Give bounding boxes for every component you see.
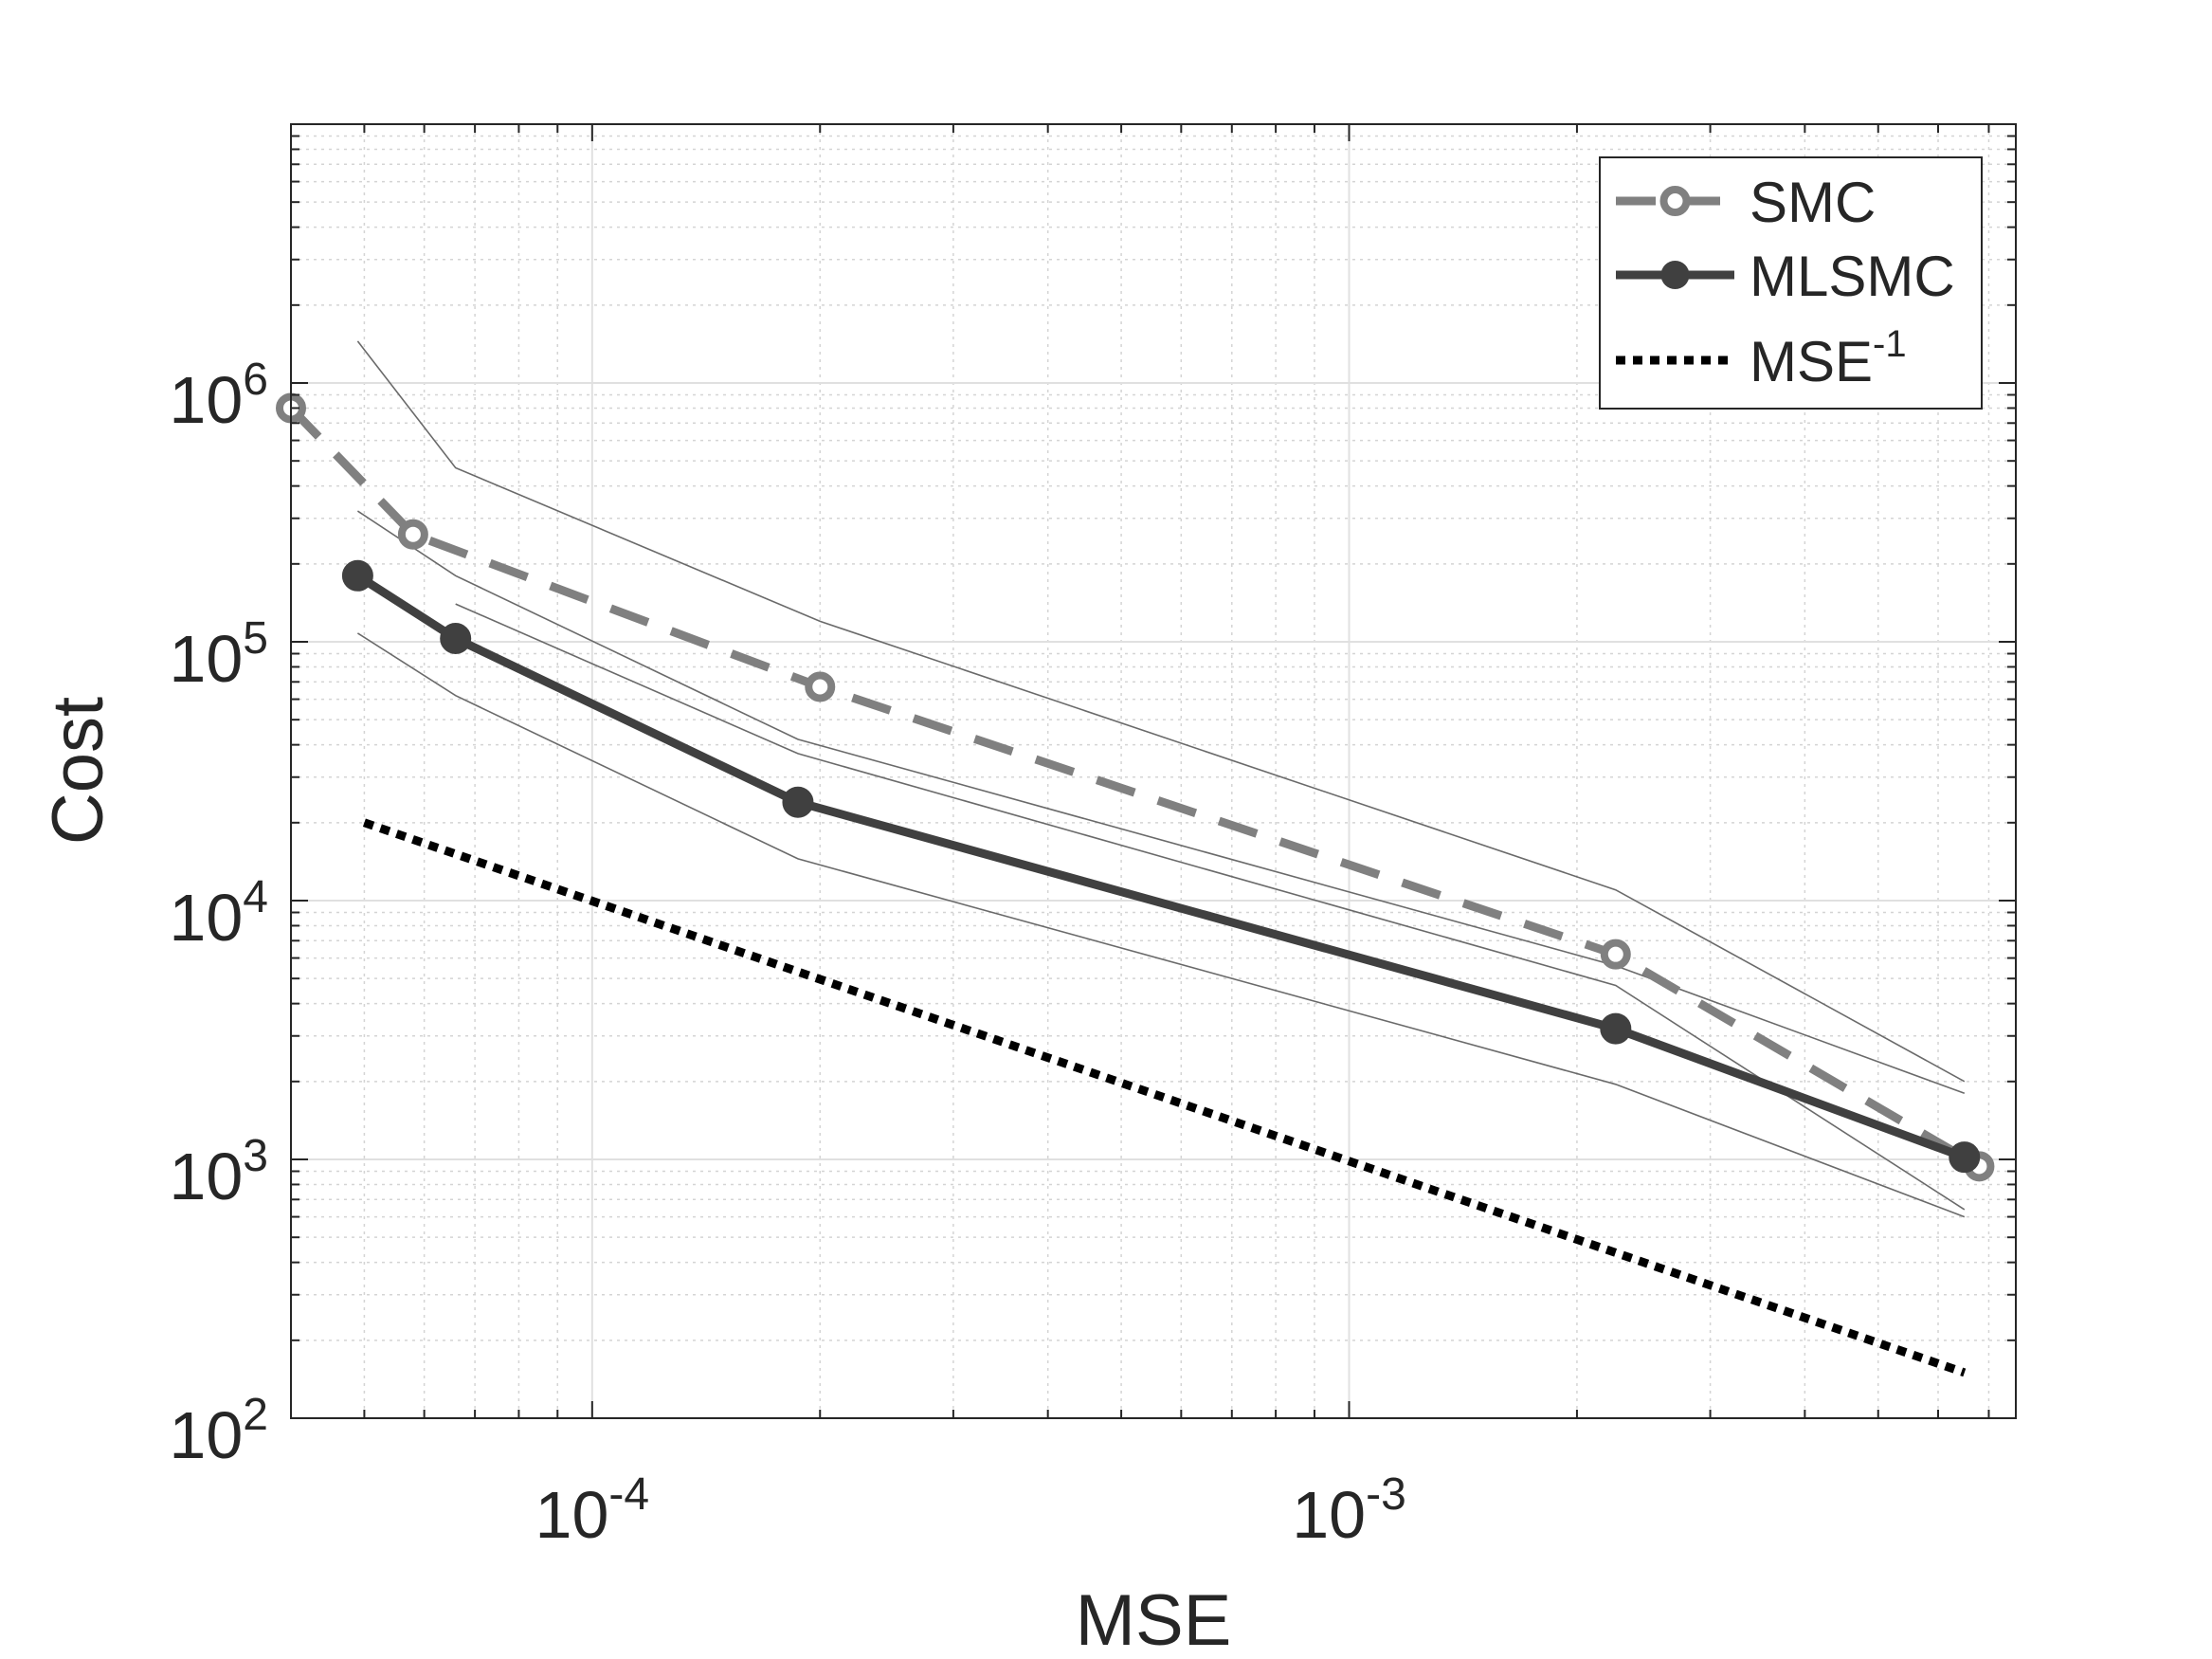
x-tick-label-exponent: -3: [1366, 1469, 1406, 1520]
mlsmc-marker: [782, 786, 814, 818]
smc-marker: [397, 519, 428, 550]
y-tick-label-exponent: 2: [243, 1390, 268, 1440]
y-tick-label-exponent: 4: [243, 872, 268, 922]
legend-mlsmc-swatch-marker: [1660, 261, 1690, 289]
x-tick-labels: 10-4 10-3: [535, 1469, 1406, 1552]
x-tick-label: 10-3: [1292, 1469, 1406, 1552]
mlsmc-marker: [341, 559, 373, 592]
reference-line: [362, 818, 1967, 1377]
smc-marker: [1600, 939, 1631, 970]
mlsmc-marker: [440, 622, 472, 654]
legend-items: SMC MLSMC MSE-1: [1616, 171, 1955, 393]
bound-line: [356, 510, 1966, 1095]
x-axis-label: MSE: [1076, 1580, 1232, 1659]
y-tick-label-exponent: 3: [243, 1131, 268, 1181]
mlsmc-marker: [1949, 1141, 1981, 1174]
y-tick-label: 103: [169, 1131, 268, 1213]
series-layer: [276, 392, 1995, 1377]
legend: SMC MLSMC MSE-1: [1599, 156, 1983, 410]
x-tick-label: 10-4: [535, 1469, 650, 1552]
legend-reference-label-exponent: -1: [1873, 323, 1907, 365]
x-tick-label-base: 10: [535, 1478, 609, 1552]
y-tick-label: 102: [169, 1390, 268, 1472]
y-tick-label-base: 10: [169, 881, 243, 955]
y-tick-label-base: 10: [169, 622, 243, 696]
y-tick-label-exponent: 6: [243, 355, 268, 405]
y-tick-label-exponent: 5: [243, 613, 268, 664]
ticks-layer: [291, 124, 2016, 1418]
minor-grid: [291, 124, 2016, 1418]
y-tick-label-base: 10: [169, 1139, 243, 1213]
bounds-layer: [356, 340, 1966, 1218]
legend-mlsmc-label: MLSMC: [1750, 245, 1955, 308]
bound-line: [455, 603, 1966, 1211]
y-tick-label: 105: [169, 613, 268, 696]
y-axis-label: Cost: [38, 697, 118, 845]
bound-line: [356, 340, 1966, 1083]
mlsmc-marker: [1600, 1012, 1632, 1045]
axes-box: [290, 123, 2017, 1419]
y-tick-label-base: 10: [169, 363, 243, 437]
y-tick-label-base: 10: [169, 1398, 243, 1472]
y-tick-label: 106: [169, 355, 268, 437]
y-tick-label: 104: [169, 872, 268, 955]
legend-reference-label-base: MSE: [1750, 330, 1873, 393]
legend-smc-label: SMC: [1750, 171, 1876, 234]
x-tick-label-exponent: -4: [608, 1469, 649, 1520]
legend-reference-label: MSE-1: [1750, 323, 1907, 393]
x-tick-label-base: 10: [1292, 1478, 1366, 1552]
smc-marker: [805, 671, 836, 702]
bound-line: [356, 632, 1966, 1218]
legend-smc-swatch-marker: [1659, 186, 1691, 216]
